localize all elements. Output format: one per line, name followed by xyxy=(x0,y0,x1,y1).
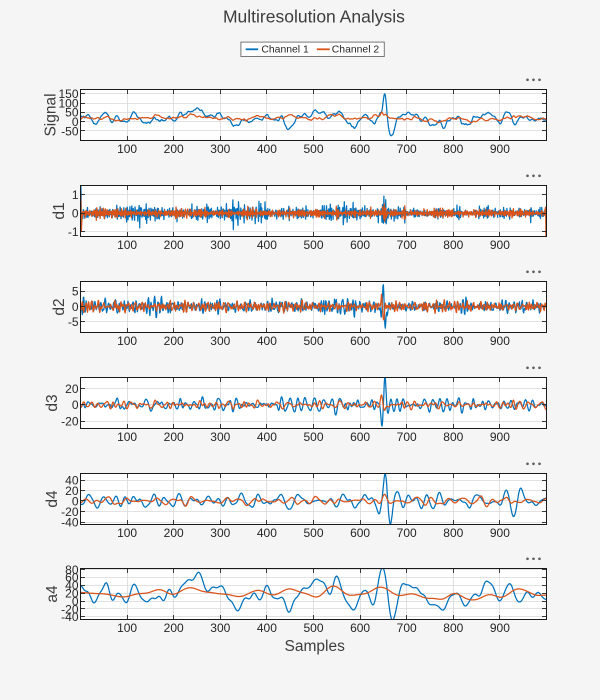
svg-text:d2: d2 xyxy=(51,298,68,315)
svg-text:0: 0 xyxy=(72,207,79,221)
svg-text:-40: -40 xyxy=(61,610,79,624)
svg-text:200: 200 xyxy=(164,238,184,252)
svg-text:100: 100 xyxy=(58,96,78,110)
svg-text:Channel 2: Channel 2 xyxy=(332,45,380,56)
svg-text:0: 0 xyxy=(72,594,79,608)
svg-text:200: 200 xyxy=(164,334,184,348)
svg-text:600: 600 xyxy=(350,621,370,635)
svg-text:800: 800 xyxy=(443,430,463,444)
svg-text:900: 900 xyxy=(490,142,510,156)
svg-text:200: 200 xyxy=(164,621,184,635)
svg-text:700: 700 xyxy=(397,334,417,348)
svg-text:Channel 1: Channel 1 xyxy=(261,45,309,56)
svg-text:20: 20 xyxy=(65,382,79,396)
svg-text:40: 40 xyxy=(65,579,79,593)
svg-text:80: 80 xyxy=(65,563,79,577)
svg-text:100: 100 xyxy=(117,621,137,635)
svg-text:500: 500 xyxy=(303,621,323,635)
svg-text:100: 100 xyxy=(117,334,137,348)
svg-text:300: 300 xyxy=(210,430,230,444)
svg-text:100: 100 xyxy=(117,526,137,540)
svg-text:100: 100 xyxy=(117,430,137,444)
svg-text:500: 500 xyxy=(303,142,323,156)
svg-text:800: 800 xyxy=(443,238,463,252)
svg-text:0: 0 xyxy=(72,398,79,412)
svg-text:400: 400 xyxy=(257,142,277,156)
svg-text:700: 700 xyxy=(397,526,417,540)
svg-text:0: 0 xyxy=(72,115,79,129)
svg-text:400: 400 xyxy=(257,238,277,252)
svg-text:800: 800 xyxy=(443,526,463,540)
svg-text:20: 20 xyxy=(65,587,79,601)
svg-text:40: 40 xyxy=(65,473,79,487)
svg-text:5: 5 xyxy=(72,284,79,298)
svg-text:700: 700 xyxy=(397,621,417,635)
svg-text:900: 900 xyxy=(490,334,510,348)
svg-text:Samples: Samples xyxy=(285,638,346,655)
svg-text:600: 600 xyxy=(350,238,370,252)
svg-text:300: 300 xyxy=(210,526,230,540)
svg-text:0: 0 xyxy=(72,494,79,508)
svg-text:400: 400 xyxy=(257,334,277,348)
svg-text:600: 600 xyxy=(350,526,370,540)
svg-text:800: 800 xyxy=(443,142,463,156)
svg-text:200: 200 xyxy=(164,430,184,444)
svg-text:-50: -50 xyxy=(61,124,79,138)
svg-text:-20: -20 xyxy=(61,505,79,519)
svg-text:700: 700 xyxy=(397,238,417,252)
svg-text:200: 200 xyxy=(164,142,184,156)
svg-text:-20: -20 xyxy=(61,602,79,616)
svg-text:300: 300 xyxy=(210,142,230,156)
svg-text:900: 900 xyxy=(490,430,510,444)
svg-text:400: 400 xyxy=(257,621,277,635)
svg-text:d1: d1 xyxy=(51,202,68,219)
svg-text:600: 600 xyxy=(350,142,370,156)
svg-text:700: 700 xyxy=(397,430,417,444)
svg-text:800: 800 xyxy=(443,621,463,635)
svg-text:a4: a4 xyxy=(44,585,61,603)
svg-text:300: 300 xyxy=(210,334,230,348)
svg-text:800: 800 xyxy=(443,334,463,348)
svg-text:50: 50 xyxy=(65,106,79,120)
svg-text:400: 400 xyxy=(257,430,277,444)
svg-text:300: 300 xyxy=(210,238,230,252)
svg-text:Multiresolution Analysis: Multiresolution Analysis xyxy=(223,6,405,26)
svg-text:Signal: Signal xyxy=(43,93,60,136)
svg-text:-20: -20 xyxy=(61,414,79,428)
svg-text:d4: d4 xyxy=(44,490,61,508)
svg-text:600: 600 xyxy=(350,334,370,348)
svg-text:1: 1 xyxy=(72,188,79,202)
svg-text:500: 500 xyxy=(303,238,323,252)
svg-text:-5: -5 xyxy=(68,315,79,329)
svg-text:700: 700 xyxy=(397,142,417,156)
svg-text:600: 600 xyxy=(350,430,370,444)
svg-text:500: 500 xyxy=(303,334,323,348)
svg-text:200: 200 xyxy=(164,526,184,540)
svg-text:150: 150 xyxy=(58,87,78,101)
svg-text:100: 100 xyxy=(117,142,137,156)
svg-text:400: 400 xyxy=(257,526,277,540)
svg-text:-40: -40 xyxy=(61,515,79,529)
svg-text:60: 60 xyxy=(65,571,79,585)
svg-text:300: 300 xyxy=(210,621,230,635)
svg-text:900: 900 xyxy=(490,238,510,252)
svg-text:500: 500 xyxy=(303,430,323,444)
svg-text:20: 20 xyxy=(65,484,79,498)
svg-text:d3: d3 xyxy=(44,394,61,411)
svg-text:900: 900 xyxy=(490,621,510,635)
svg-text:100: 100 xyxy=(117,238,137,252)
svg-text:0: 0 xyxy=(72,300,79,314)
svg-text:500: 500 xyxy=(303,526,323,540)
svg-text:-1: -1 xyxy=(68,225,79,239)
svg-text:900: 900 xyxy=(490,526,510,540)
